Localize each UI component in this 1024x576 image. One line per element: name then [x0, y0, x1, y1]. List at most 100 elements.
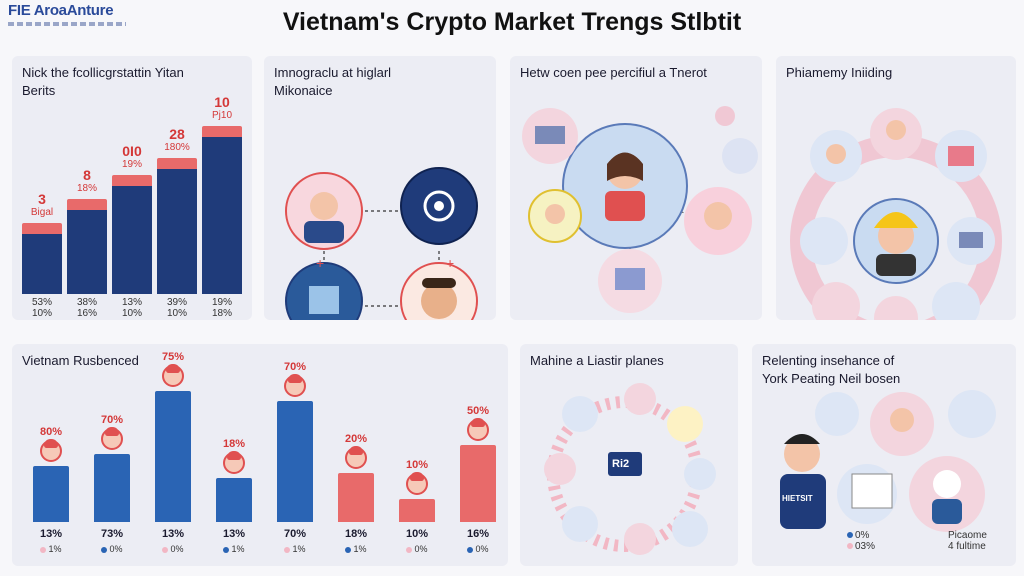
x-tick-label: 39% 10% — [157, 297, 197, 319]
x-tick-sub: 1% — [214, 544, 254, 554]
bar-4 — [216, 477, 252, 522]
avatar-face-icon — [345, 446, 367, 469]
x-tick-sub: 1% — [275, 544, 315, 554]
x-tick-label: 13% 10% — [112, 297, 152, 319]
bar-8 — [460, 445, 496, 522]
x-tick-label: 38% 16% — [67, 297, 107, 319]
bar-4 — [157, 158, 197, 294]
x-tick-label: 13% — [222, 528, 246, 540]
bar-body — [157, 169, 197, 294]
panel-bar-chart-bottom: Vietnam Rusbenced 80% 13% 1% 70% 73% 0% 75% 13%… — [12, 344, 508, 566]
bar-label-value: 10 — [214, 93, 230, 110]
x-tick-sub: 0% — [397, 544, 437, 554]
bar-label-sub: 18% — [76, 183, 97, 194]
x-tick-sub: 1% — [31, 544, 71, 554]
panel-people-network: Hetw coen pee percifiul a Tnerot — [510, 56, 762, 320]
shirt-text: HIETSIT — [782, 494, 813, 503]
tick-bottom: 16% — [76, 308, 97, 319]
x-tick-label: 18% — [344, 528, 368, 540]
logo-text: FIE AroaAnture — [8, 2, 114, 19]
svg-text:+: + — [446, 255, 454, 271]
badge-label: Ri2 — [612, 458, 630, 470]
panel-title: Phiamemy Iniiding — [786, 65, 893, 80]
bar-data-label: 75% — [161, 351, 185, 364]
bar-body — [202, 136, 242, 294]
tick-top: 53% — [31, 297, 52, 308]
bar-label-value: 0I0 — [122, 142, 142, 159]
x-tick-label: 70% — [283, 528, 307, 540]
panel-title: Nick the fcollicgrstattin Yitan Berits — [22, 65, 184, 98]
x-tick-label: 13% — [39, 528, 63, 540]
bar-cap — [22, 223, 62, 235]
bar-label-sub: 19% — [121, 158, 142, 170]
tick-top: 13% — [121, 297, 142, 308]
bar-5 — [277, 400, 313, 522]
bar-data-label: 10 Pj10 — [202, 93, 242, 122]
svg-text:+: + — [316, 255, 324, 271]
avatar-face-icon — [101, 427, 123, 451]
x-tick-label: 19% 18% — [202, 297, 242, 319]
ring-illustration — [790, 108, 1002, 320]
avatar-face-icon — [467, 418, 489, 441]
x-tick-sub: 0% — [153, 544, 193, 554]
x-tick-label: 53% 10% — [22, 297, 62, 319]
avatar-face-icon — [162, 364, 184, 388]
legend-dot — [345, 546, 352, 553]
x-tick-sub: 0% — [92, 544, 132, 554]
x-tick-label: 13% — [161, 528, 185, 540]
bar-label-sub: 180% — [164, 142, 190, 154]
legend-dot — [406, 546, 413, 553]
x-tick-label: 16% — [466, 528, 490, 540]
bar-data-label: 18% — [222, 437, 246, 450]
bar-3 — [112, 174, 152, 294]
legend-right: Picaome 4 fultime — [948, 530, 987, 552]
tick-sub-value: 1% — [353, 544, 367, 554]
bar-cap — [157, 158, 197, 170]
tick-top: 38% — [76, 297, 97, 308]
panel-title: Mahine a Liastir planes — [530, 353, 664, 368]
panel-cycle-diagram: Imnograclu at higlarl Mikonaice + + — [264, 56, 496, 320]
bar-body — [67, 210, 107, 294]
bar-cap — [202, 125, 242, 137]
legend-dot — [40, 546, 47, 553]
bar-1 — [22, 223, 62, 294]
tick-sub-value: 0% — [170, 544, 184, 554]
legend-dot — [284, 546, 291, 553]
tick-bottom: 18% — [211, 308, 232, 319]
bar-body — [112, 185, 152, 294]
cycle-illustration: + + — [285, 167, 478, 320]
bar-data-label: 28 180% — [157, 126, 197, 154]
panel-bar-chart-top: Nick the fcollicgrstattin Yitan Berits 3… — [12, 56, 252, 320]
legend-dot — [162, 546, 169, 553]
bar-data-label: 20% — [344, 433, 368, 445]
panel-title: Relenting insehance of York Peating Neil… — [762, 353, 901, 386]
tick-sub-value: 1% — [292, 544, 306, 554]
bar-data-label: 0I0 19% — [112, 142, 152, 171]
bar-data-label: 3 Bigal — [22, 191, 62, 219]
bar-label-value: 3 — [38, 191, 46, 208]
network-illustration — [522, 106, 758, 313]
bar-data-label: 80% — [39, 426, 63, 438]
x-tick-label: 73% — [100, 528, 124, 540]
panel-planes-network: Mahine a Liastir planes Ri2 — [520, 344, 738, 566]
brand-logo: FIE AroaAnture — [8, 2, 148, 28]
bar-data-label: 50% — [466, 405, 490, 417]
tick-bottom: 10% — [121, 308, 142, 319]
bar-data-label: 10% — [405, 458, 429, 471]
tick-sub-value: 1% — [231, 544, 245, 554]
planes-illustration — [544, 383, 716, 555]
bar-2 — [67, 199, 107, 294]
panel-title: Vietnam Rusbenced — [22, 353, 139, 368]
legend-dot — [467, 546, 474, 553]
bar-label-value: 28 — [169, 126, 185, 143]
panel-title: Imnograclu at higlarl Mikonaice — [274, 65, 392, 98]
panel-portrait-ring: Phiamemy Iniiding — [776, 56, 1016, 320]
bar-5 — [202, 125, 242, 294]
panel-title: Hetw coen pee percifiul a Tnerot — [520, 65, 707, 80]
bar-label-sub: Bigal — [30, 207, 54, 219]
bar-data-label: 70% — [100, 414, 124, 427]
x-tick-label: 10% — [405, 528, 429, 540]
tick-top: 19% — [211, 297, 232, 308]
avatar-face-icon — [223, 450, 245, 474]
bar-6 — [338, 473, 374, 522]
